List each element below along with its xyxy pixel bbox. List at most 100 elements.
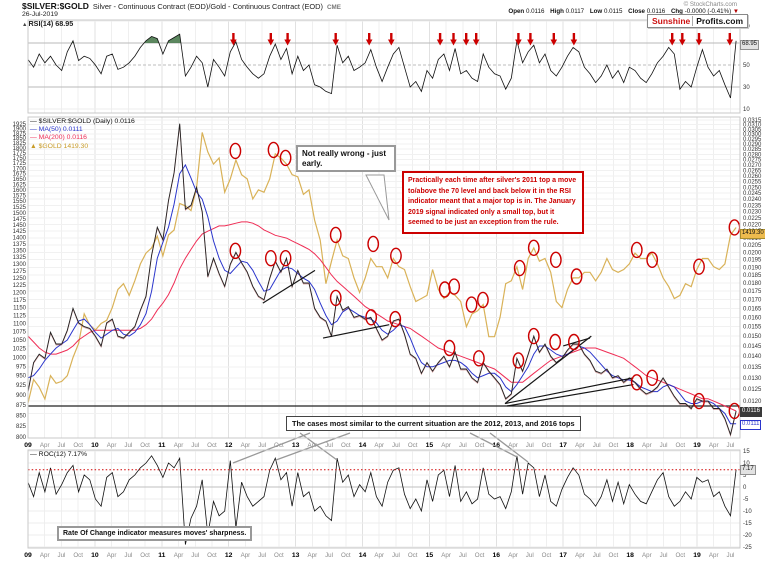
svg-text:0.0125: 0.0125 (743, 387, 762, 393)
sunshine-profits-logo[interactable]: Sunshine Profits.com (647, 14, 749, 28)
svg-text:13: 13 (292, 442, 300, 449)
svg-text:0.0310: 0.0310 (743, 123, 762, 129)
highlight-ellipse-gold (570, 268, 583, 285)
svg-text:Jul: Jul (258, 442, 266, 449)
svg-text:09: 09 (24, 552, 32, 559)
svg-text:0.0250: 0.0250 (743, 185, 762, 191)
svg-text:0.0210: 0.0210 (743, 236, 762, 242)
svg-text:18: 18 (626, 552, 634, 559)
svg-text:1000: 1000 (13, 355, 27, 361)
svg-text:1450: 1450 (13, 223, 27, 229)
svg-text:12: 12 (225, 442, 233, 449)
svg-text:Jul: Jul (593, 442, 601, 449)
svg-text:Jul: Jul (325, 442, 333, 449)
svg-text:0.0285: 0.0285 (743, 147, 762, 153)
highlight-ellipse-ratio (329, 289, 342, 307)
svg-text:Apr: Apr (40, 552, 50, 559)
svg-text:Oct: Oct (475, 442, 485, 449)
highlight-ellipse-ratio (693, 392, 705, 410)
annotation-similar-cases: The cases most similar to the current si… (286, 416, 581, 431)
legend-ma200: — MA(200) 0.0116 (30, 134, 87, 142)
svg-text:0.0185: 0.0185 (743, 273, 762, 279)
chg-down-icon[interactable]: ▼ (732, 8, 739, 15)
indicator-icon: ▲ (22, 22, 28, 28)
svg-text:1475: 1475 (13, 217, 27, 223)
svg-text:1125: 1125 (13, 313, 27, 319)
open-label: Open (508, 8, 525, 15)
svg-text:0.0175: 0.0175 (743, 289, 762, 295)
highlight-ellipse-gold (646, 251, 659, 269)
svg-text:Apr: Apr (374, 552, 384, 559)
svg-text:0.0255: 0.0255 (743, 180, 762, 186)
highlight-ellipse-ratio (389, 310, 402, 328)
svg-text:0: 0 (743, 485, 747, 491)
ma50-axis-box: 0.0111 (740, 420, 762, 430)
highlight-ellipse-gold (527, 239, 540, 257)
signal-down-arrow (450, 33, 457, 46)
svg-text:Jul: Jul (660, 552, 668, 559)
svg-text:0.0165: 0.0165 (743, 306, 762, 312)
svg-text:11: 11 (158, 552, 165, 559)
ratio-line (27, 123, 737, 437)
svg-text:Apr: Apr (642, 442, 652, 449)
svg-text:875: 875 (16, 403, 27, 409)
svg-text:Jul: Jul (258, 552, 266, 559)
svg-text:Jul: Jul (124, 552, 132, 559)
svg-text:14: 14 (359, 442, 367, 449)
signal-down-arrow (726, 33, 734, 46)
signal-down-arrow (365, 33, 373, 46)
svg-text:0.0200: 0.0200 (743, 250, 762, 256)
signal-down-arrow (679, 33, 686, 46)
svg-text:0.0155: 0.0155 (743, 325, 762, 331)
svg-text:0.0140: 0.0140 (743, 354, 762, 360)
svg-text:Oct: Oct (542, 552, 552, 559)
svg-text:1050: 1050 (13, 338, 27, 344)
svg-text:Apr: Apr (107, 442, 117, 449)
chg-label: Chg (670, 8, 683, 15)
svg-text:1350: 1350 (13, 248, 27, 254)
highlight-ellipse-ratio (549, 333, 562, 351)
svg-text:Apr: Apr (241, 442, 251, 449)
svg-text:Jul: Jul (459, 442, 467, 449)
svg-text:0.0235: 0.0235 (743, 203, 762, 209)
svg-text:Apr: Apr (709, 552, 719, 559)
svg-text:Jul: Jul (392, 442, 400, 449)
svg-text:0.0160: 0.0160 (743, 315, 762, 321)
svg-text:1725: 1725 (13, 161, 27, 167)
svg-text:1075: 1075 (13, 330, 27, 336)
svg-text:1625: 1625 (13, 182, 27, 188)
high-label: High (550, 8, 564, 15)
chart-date: 26-Jul-2019 (22, 11, 58, 18)
highlight-ellipse-ratio (279, 249, 292, 267)
svg-text:Apr: Apr (709, 442, 719, 449)
highlight-ellipse-gold (390, 247, 402, 265)
highlight-ellipse-gold (693, 258, 705, 275)
svg-text:1775: 1775 (13, 151, 27, 157)
svg-text:0.0315: 0.0315 (743, 118, 762, 124)
svg-text:0.0245: 0.0245 (743, 191, 762, 197)
highlight-ellipse-ratio (527, 327, 540, 345)
svg-text:0.0180: 0.0180 (743, 281, 762, 287)
exchange-label: CME (326, 4, 341, 11)
svg-text:1275: 1275 (13, 269, 27, 275)
svg-text:1525: 1525 (13, 205, 27, 211)
rsi-line (27, 33, 737, 99)
trendline (563, 337, 591, 347)
close-value: 0.0116 (646, 8, 666, 15)
svg-text:Apr: Apr (642, 552, 652, 559)
svg-text:Apr: Apr (308, 442, 318, 449)
svg-text:1675: 1675 (13, 172, 27, 178)
roc-line (27, 455, 737, 545)
svg-text:0.0220: 0.0220 (743, 223, 762, 229)
svg-text:Jul: Jul (191, 552, 199, 559)
svg-text:0.0280: 0.0280 (743, 152, 762, 158)
svg-text:825: 825 (16, 424, 27, 430)
svg-text:Oct: Oct (140, 552, 150, 559)
svg-text:1500: 1500 (13, 211, 27, 217)
signal-down-arrow (230, 33, 237, 46)
svg-text:1650: 1650 (13, 177, 27, 183)
callout-tail (365, 174, 390, 221)
main-chart-legend: — $SILVER:$GOLD (Daily) 0.0116 — MA(50) … (30, 118, 135, 151)
low-value: 0.0115 (603, 8, 623, 15)
svg-text:0.0205: 0.0205 (743, 243, 762, 249)
